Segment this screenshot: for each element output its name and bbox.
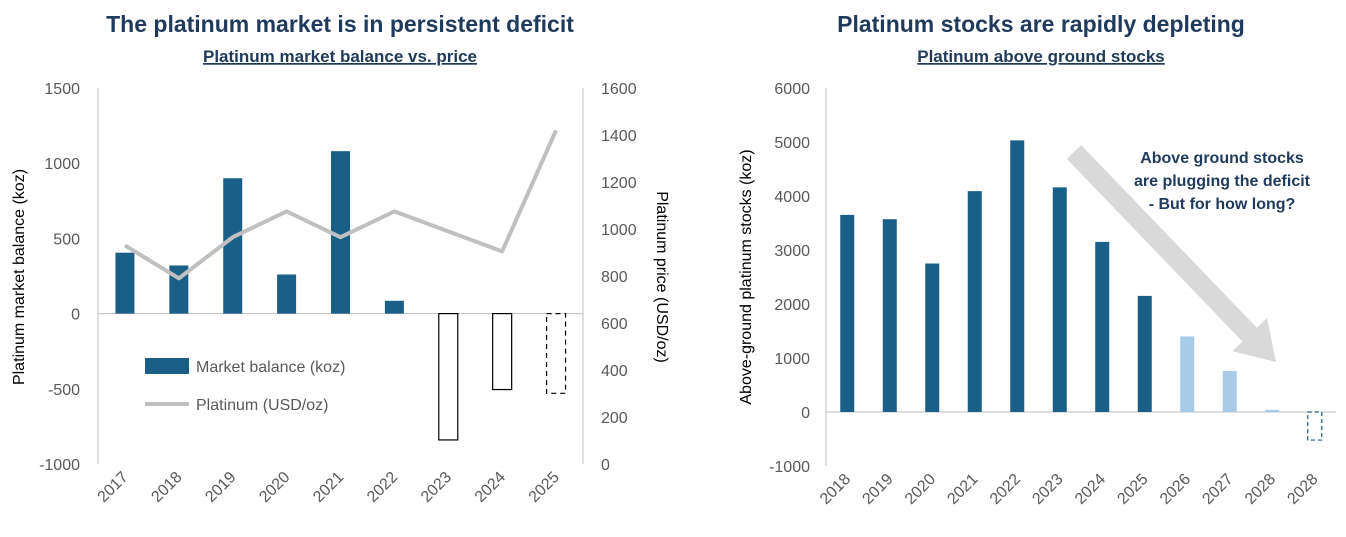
- left-chart-subtitle: Platinum market balance vs. price: [203, 47, 477, 66]
- stocks-bar: [882, 219, 897, 412]
- right-y-tick-label: 1400: [601, 128, 637, 145]
- stocks-y-axis-label: Above-ground platinum stocks (koz): [738, 149, 755, 404]
- left-x-tick-label: 2018: [148, 469, 185, 506]
- right-chart-subtitle: Platinum above ground stocks: [917, 47, 1165, 66]
- platinum-price-line: [123, 129, 558, 281]
- market-balance-bar: [545, 313, 567, 394]
- stocks-bar: [840, 214, 855, 412]
- right-y-tick-label: 0: [601, 457, 610, 474]
- right-y-tick-label: 1000: [601, 222, 637, 239]
- right-y-tick-label: 1600: [601, 81, 637, 98]
- stocks-x-tick-label: 2021: [944, 471, 981, 508]
- right-y-tick-label: 200: [601, 410, 628, 427]
- stocks-x-tick-label: 2028: [1242, 471, 1279, 508]
- stocks-x-tick-label: 2022: [987, 471, 1024, 508]
- stocks-y-tick-label: 3000: [774, 243, 810, 260]
- right-y-tick-label: 800: [601, 269, 628, 286]
- market-balance-bar: [223, 178, 243, 314]
- left-x-tick-label: 2020: [256, 469, 293, 506]
- legend-line-label: Platinum (USD/oz): [196, 397, 328, 414]
- left-y-tick-label: -1000: [39, 457, 80, 474]
- stocks-y-tick-label: 1000: [774, 351, 810, 368]
- left-x-tick-label: 2022: [364, 469, 401, 506]
- chart-marks: 150010005000-500-10001600140012001000800…: [39, 81, 1336, 508]
- stocks-bar: [1180, 336, 1195, 412]
- stocks-bar: [1307, 411, 1323, 441]
- left-chart-title: The platinum market is in persistent def…: [106, 11, 574, 37]
- left-y-tick-label: 500: [53, 231, 80, 248]
- stocks-bar: [1010, 140, 1025, 412]
- annotation-line-3: - But for how long?: [1149, 196, 1296, 213]
- stocks-x-tick-label: 2026: [1157, 471, 1194, 508]
- stocks-x-tick-label: 2023: [1029, 471, 1066, 508]
- left-x-tick-label: 2019: [202, 469, 239, 506]
- left-y-axis-label: Platinum market balance (koz): [11, 169, 28, 385]
- left-x-tick-label: 2025: [526, 469, 563, 506]
- left-y-tick-label: 1500: [44, 81, 80, 98]
- stocks-bar: [1265, 409, 1280, 412]
- left-x-tick-label: 2024: [472, 469, 509, 506]
- left-y-tick-label: 0: [71, 307, 80, 324]
- left-x-tick-label: 2021: [310, 469, 347, 506]
- market-balance-bar: [331, 151, 350, 314]
- stocks-x-tick-label: 2028: [1284, 471, 1321, 508]
- stocks-y-tick-label: 5000: [774, 135, 810, 152]
- stocks-bar: [925, 263, 940, 412]
- right-y-tick-label: 1200: [601, 175, 637, 192]
- stocks-y-tick-label: 0: [801, 405, 810, 422]
- market-balance-bar: [492, 313, 513, 391]
- right-y-tick-label: 400: [601, 363, 628, 380]
- left-y-tick-label: 1000: [44, 156, 80, 173]
- right-y-tick-label: 600: [601, 316, 628, 333]
- legend-bar-label: Market balance (koz): [196, 359, 345, 376]
- stocks-bar: [1222, 370, 1237, 412]
- stocks-x-tick-label: 2025: [1114, 471, 1151, 508]
- legend-bar-swatch: [145, 358, 189, 374]
- stocks-y-tick-label: 4000: [774, 189, 810, 206]
- right-y-axis-label: Platinum price (USD/oz): [653, 191, 670, 363]
- stocks-x-tick-label: 2019: [859, 471, 896, 508]
- annotation-line-2: are plugging the deficit: [1134, 173, 1311, 190]
- stocks-x-tick-label: 2024: [1072, 471, 1109, 508]
- stocks-y-tick-label: 6000: [774, 81, 810, 98]
- stocks-y-tick-label: -1000: [769, 459, 810, 476]
- stocks-x-tick-label: 2020: [902, 471, 939, 508]
- stocks-bar: [1095, 241, 1110, 412]
- left-x-tick-label: 2017: [95, 469, 132, 506]
- stocks-bar: [967, 191, 982, 412]
- depletion-arrow-icon: [1066, 145, 1276, 362]
- market-balance-bar: [115, 252, 135, 314]
- right-chart-title: Platinum stocks are rapidly depleting: [837, 11, 1245, 37]
- stocks-x-tick-label: 2018: [817, 471, 854, 508]
- annotation-line-1: Above ground stocks: [1140, 150, 1304, 167]
- left-x-tick-label: 2023: [418, 469, 455, 506]
- market-balance-bar: [384, 300, 404, 314]
- left-y-tick-label: -500: [48, 382, 80, 399]
- market-balance-bar: [438, 313, 459, 441]
- stocks-bar: [1052, 187, 1067, 412]
- stocks-bar: [1137, 295, 1152, 412]
- stocks-x-tick-label: 2027: [1199, 471, 1236, 508]
- market-balance-bar: [277, 274, 297, 314]
- stocks-y-tick-label: 2000: [774, 297, 810, 314]
